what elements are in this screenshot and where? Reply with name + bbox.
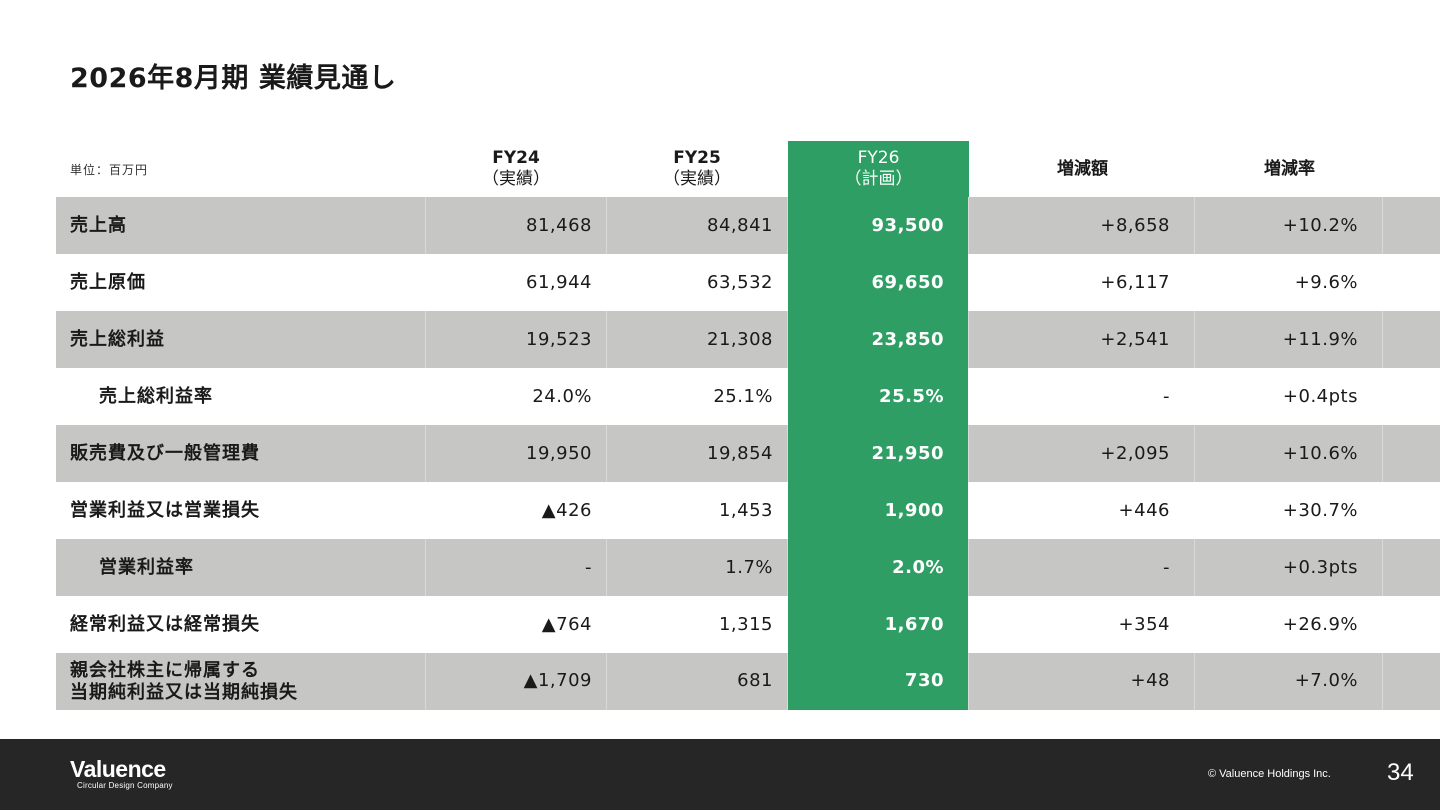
cell-diff: +8,658 [969, 197, 1195, 254]
cell-rate: +9.6% [1195, 254, 1383, 311]
cell-diff: +446 [969, 482, 1195, 539]
cell-fy25: 84,841 [607, 197, 788, 254]
row-padding [1383, 311, 1440, 368]
cell-fy25: 681 [607, 653, 788, 710]
row-label-line1: 親会社株主に帰属する [70, 659, 260, 681]
cell-diff: +2,095 [969, 425, 1195, 482]
page-number: 34 [1387, 759, 1414, 786]
cell-fy26: 1,670 [788, 596, 969, 653]
logo-tagline: Circular Design Company [77, 781, 173, 790]
forecast-table: 売上高 81,468 84,841 93,500 +8,658 +10.2% 売… [56, 197, 1440, 710]
table-row: 経常利益又は経常損失 ▲764 1,315 1,670 +354 +26.9% [56, 596, 1440, 653]
cell-fy26: 93,500 [788, 197, 969, 254]
column-header-rate: 増減率 [1264, 158, 1315, 179]
row-label: 営業利益率 [56, 539, 426, 596]
cell-fy25: 63,532 [607, 254, 788, 311]
cell-fy24: 81,468 [426, 197, 607, 254]
cell-fy24: - [426, 539, 607, 596]
cell-fy26: 730 [788, 653, 969, 710]
cell-fy26: 2.0% [788, 539, 969, 596]
row-label: 親会社株主に帰属する 当期純利益又は当期純損失 [56, 653, 426, 710]
cell-fy25: 1,315 [607, 596, 788, 653]
table-row: 売上総利益率 24.0% 25.1% 25.5% - +0.4pts [56, 368, 1440, 425]
cell-rate: +11.9% [1195, 311, 1383, 368]
column-header-fy24-sub: （実績） [482, 169, 550, 189]
row-padding [1383, 368, 1440, 425]
cell-rate: +10.6% [1195, 425, 1383, 482]
column-header-diff: 増減額 [1057, 158, 1108, 179]
logo-wordmark: Valuence [70, 756, 166, 782]
table-row: 営業利益又は営業損失 ▲426 1,453 1,900 +446 +30.7% [56, 482, 1440, 539]
unit-label: 単位：百万円 [70, 163, 149, 177]
cell-fy24: 19,950 [426, 425, 607, 482]
cell-fy26: 23,850 [788, 311, 969, 368]
column-header-fy26: FY26 （計画） [788, 141, 969, 197]
row-padding [1383, 425, 1440, 482]
table-row: 親会社株主に帰属する 当期純利益又は当期純損失 ▲1,709 681 730 +… [56, 653, 1440, 710]
cell-fy24: ▲426 [426, 482, 607, 539]
cell-fy26: 69,650 [788, 254, 969, 311]
row-label-line2: 当期純利益又は当期純損失 [70, 681, 298, 703]
valuence-logo: Valuence Circular Design Company [70, 757, 173, 790]
column-header-fy25: FY25 （実績） [607, 141, 787, 197]
table-row: 営業利益率 - 1.7% 2.0% - +0.3pts [56, 539, 1440, 596]
table-row: 売上高 81,468 84,841 93,500 +8,658 +10.2% [56, 197, 1440, 254]
cell-diff: +2,541 [969, 311, 1195, 368]
cell-rate: +10.2% [1195, 197, 1383, 254]
table-row: 売上原価 61,944 63,532 69,650 +6,117 +9.6% [56, 254, 1440, 311]
cell-fy24: ▲1,709 [426, 653, 607, 710]
cell-rate: +0.4pts [1195, 368, 1383, 425]
row-padding [1383, 482, 1440, 539]
cell-diff: +48 [969, 653, 1195, 710]
row-label: 経常利益又は経常損失 [56, 596, 426, 653]
cell-fy25: 25.1% [607, 368, 788, 425]
column-header-fy25-year: FY25 [673, 148, 721, 168]
cell-fy24: 24.0% [426, 368, 607, 425]
cell-fy25: 21,308 [607, 311, 788, 368]
cell-fy25: 19,854 [607, 425, 788, 482]
row-padding [1383, 254, 1440, 311]
cell-fy24: 61,944 [426, 254, 607, 311]
cell-fy26: 25.5% [788, 368, 969, 425]
column-header-fy25-sub: （実績） [663, 169, 731, 189]
column-header-fy26-sub: （計画） [844, 169, 913, 189]
column-header-fy26-year: FY26 [857, 148, 900, 168]
row-label: 売上原価 [56, 254, 426, 311]
cell-rate: +30.7% [1195, 482, 1383, 539]
table-row: 販売費及び一般管理費 19,950 19,854 21,950 +2,095 +… [56, 425, 1440, 482]
table-row: 売上総利益 19,523 21,308 23,850 +2,541 +11.9% [56, 311, 1440, 368]
column-header-fy24-year: FY24 [492, 148, 540, 168]
row-label: 売上総利益率 [56, 368, 426, 425]
row-padding [1383, 596, 1440, 653]
row-padding [1383, 653, 1440, 710]
copyright-text: © Valuence Holdings Inc. [1208, 768, 1331, 780]
cell-fy25: 1.7% [607, 539, 788, 596]
cell-diff: +6,117 [969, 254, 1195, 311]
footer: Valuence Circular Design Company © Value… [0, 739, 1440, 810]
cell-rate: +7.0% [1195, 653, 1383, 710]
cell-fy26: 21,950 [788, 425, 969, 482]
column-header-fy24: FY24 （実績） [426, 141, 606, 197]
page-title: 2026年8月期 業績見通し [70, 63, 397, 94]
cell-diff: - [969, 539, 1195, 596]
row-label: 営業利益又は営業損失 [56, 482, 426, 539]
cell-rate: +26.9% [1195, 596, 1383, 653]
cell-rate: +0.3pts [1195, 539, 1383, 596]
cell-fy26: 1,900 [788, 482, 969, 539]
cell-fy25: 1,453 [607, 482, 788, 539]
row-padding [1383, 197, 1440, 254]
cell-fy24: 19,523 [426, 311, 607, 368]
row-padding [1383, 539, 1440, 596]
cell-diff: +354 [969, 596, 1195, 653]
cell-fy24: ▲764 [426, 596, 607, 653]
row-label: 売上総利益 [56, 311, 426, 368]
row-label: 売上高 [56, 197, 426, 254]
row-label: 販売費及び一般管理費 [56, 425, 426, 482]
cell-diff: - [969, 368, 1195, 425]
